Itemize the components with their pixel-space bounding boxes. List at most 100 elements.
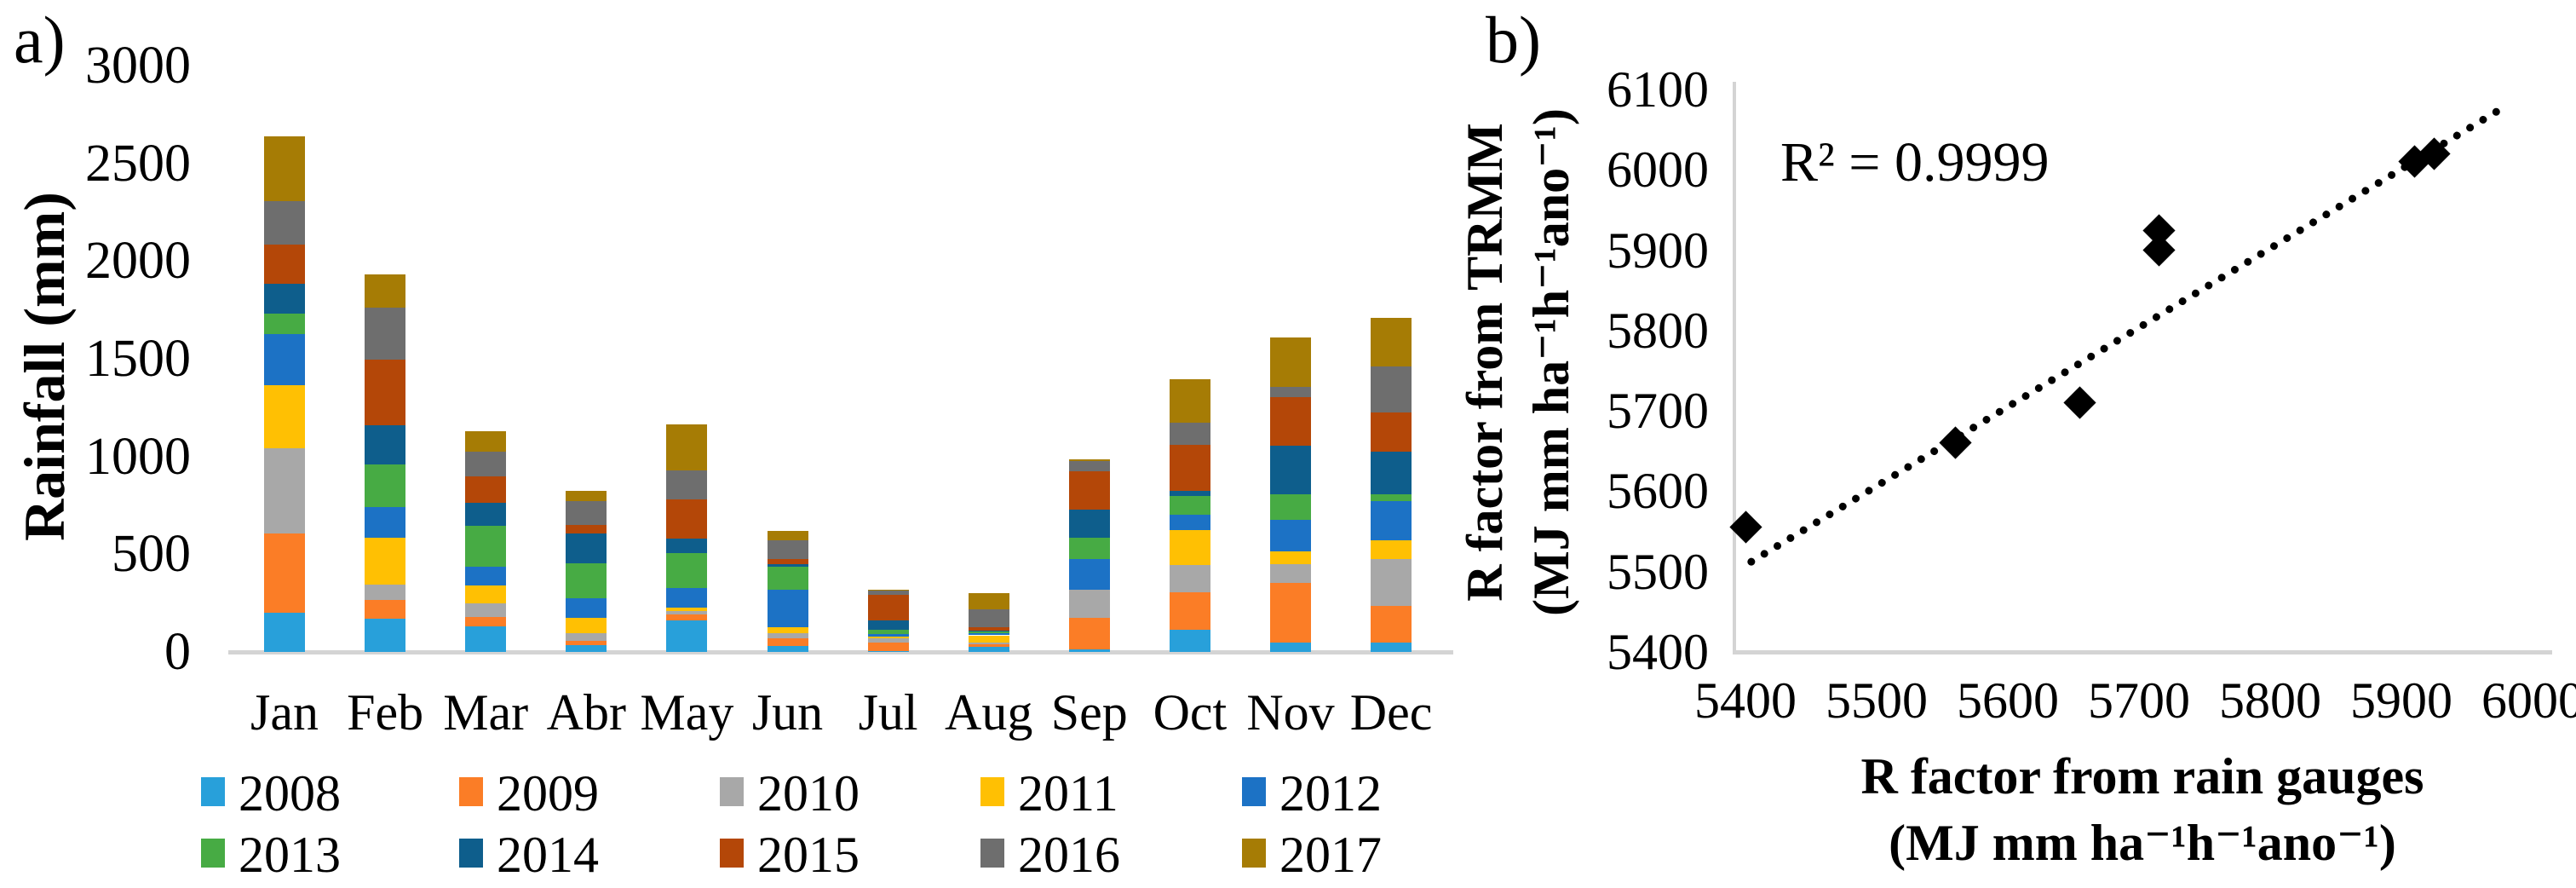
bar-segment-2013 [264, 314, 305, 335]
bar-segment-2015 [465, 476, 507, 503]
x-tick-label: 5800 [2219, 672, 2321, 729]
bar-segment-2014 [867, 620, 909, 630]
bar-segment-2016 [1371, 366, 1412, 413]
bar-segment-2011 [767, 627, 808, 634]
bar-segment-2011 [566, 617, 607, 634]
bar-segment-2017 [968, 593, 1009, 609]
bar-segment-2008 [1068, 649, 1110, 652]
bar-segment-2016 [264, 201, 305, 245]
legend-swatch-2016 [980, 839, 1004, 868]
bar-segment-2009 [968, 643, 1009, 648]
bar-segment-2011 [264, 384, 305, 449]
bar-segment-2013 [465, 526, 507, 568]
bar-segment-2013 [968, 631, 1009, 634]
bar-segment-2012 [365, 507, 406, 538]
bar-segment-2016 [968, 608, 1009, 628]
bar-segment-2012 [1169, 515, 1210, 530]
bar-segment-2009 [1371, 606, 1412, 643]
legend-swatch-2017 [1242, 839, 1266, 868]
y-tick-label: 2000 [85, 232, 191, 291]
bar-segment-2008 [1270, 642, 1311, 652]
bar-segment-2017 [1068, 459, 1110, 462]
bar-segment-2016 [1270, 387, 1311, 397]
x-axis-line-a [228, 650, 1453, 654]
bar-segment-2012 [666, 588, 708, 608]
legend-swatch-2015 [720, 839, 744, 868]
bar-segment-2012 [264, 334, 305, 385]
bar-segment-2009 [867, 642, 909, 651]
bar-segment-2010 [767, 633, 808, 638]
bar-segment-2016 [365, 308, 406, 360]
bar-segment-2011 [1371, 540, 1412, 560]
bar-segment-2014 [365, 424, 406, 464]
bar-segment-2017 [1169, 379, 1210, 423]
legend-swatch-2013 [201, 839, 225, 868]
bar-segment-2015 [1371, 412, 1412, 452]
bar-segment-2008 [968, 647, 1009, 652]
bar-segment-2010 [1169, 564, 1210, 593]
legend-label-2017: 2017 [1279, 827, 1382, 883]
bar-segment-2012 [1371, 501, 1412, 541]
legend-label-2010: 2010 [757, 765, 860, 822]
bar-segment-2010 [465, 603, 507, 617]
x-axis-title-line1: R factor from rain gauges [1860, 748, 2424, 804]
x-category-label: Jan [250, 684, 319, 741]
bar-segment-2009 [1169, 592, 1210, 630]
bar-segment-2011 [365, 537, 406, 585]
bar-segment-2012 [1068, 559, 1110, 590]
bar-segment-2015 [264, 244, 305, 284]
bar-segment-2014 [465, 502, 507, 527]
bar-segment-2015 [867, 595, 909, 621]
bar-segment-2009 [666, 614, 708, 621]
x-category-label: May [640, 684, 734, 741]
bar-segment-2008 [1371, 642, 1412, 652]
legend-swatch-2014 [459, 839, 483, 868]
bar-segment-2008 [867, 650, 909, 652]
bar-segment-2015 [566, 524, 607, 534]
bar-segment-2013 [1270, 494, 1311, 521]
bar-segment-2016 [1068, 461, 1110, 471]
r-squared-annotation: R² = 0.9999 [1780, 131, 2050, 193]
bar-segment-2013 [867, 629, 909, 635]
y-tick-label: 6100 [1607, 61, 1709, 118]
bar-segment-2013 [666, 553, 708, 589]
bar-segment-2011 [465, 585, 507, 603]
bar-segment-2017 [465, 430, 507, 452]
bar-segment-2011 [867, 636, 909, 638]
bar-segment-2014 [1270, 446, 1311, 495]
bar-segment-2012 [1270, 520, 1311, 551]
y-tick-label: 3000 [85, 37, 191, 95]
y-axis-title-trmm-line1: R factor from TRMM [1457, 123, 1513, 602]
bar-segment-2008 [1169, 629, 1210, 652]
bar-segment-2010 [566, 633, 607, 642]
bar-segment-2015 [767, 559, 808, 564]
bar-segment-2011 [666, 608, 708, 611]
legend-label-2016: 2016 [1018, 827, 1120, 883]
bar-segment-2016 [566, 501, 607, 525]
bar-segment-2014 [566, 533, 607, 563]
bar-segment-2009 [465, 616, 507, 627]
bar-segment-2013 [1371, 494, 1412, 502]
bar-segment-2016 [1169, 422, 1210, 445]
bar-segment-2017 [767, 530, 808, 541]
bar-segment-2016 [465, 451, 507, 476]
legend-label-2009: 2009 [497, 765, 599, 822]
bar-segment-2013 [566, 562, 607, 598]
x-tick-label: 6000 [2481, 672, 2576, 729]
bar-segment-2009 [1068, 617, 1110, 649]
y-tick-label: 5400 [1607, 624, 1709, 680]
legend-label-2008: 2008 [239, 765, 341, 822]
bar-segment-2017 [1371, 317, 1412, 367]
bar-segment-2010 [1068, 589, 1110, 618]
y-tick-label: 1500 [85, 330, 191, 388]
x-axis-title-line2: (MJ mm ha⁻¹h⁻¹ano⁻¹) [1889, 815, 2396, 871]
x-category-label: Mar [443, 684, 529, 741]
y-tick-label: 5700 [1607, 383, 1709, 440]
x-tick-label: 5900 [2350, 672, 2452, 729]
bar-segment-2008 [767, 646, 808, 652]
bar-segment-2013 [767, 567, 808, 590]
bar-segment-2014 [767, 563, 808, 568]
y-axis-line-b [1733, 82, 1736, 654]
bar-segment-2015 [666, 499, 708, 539]
